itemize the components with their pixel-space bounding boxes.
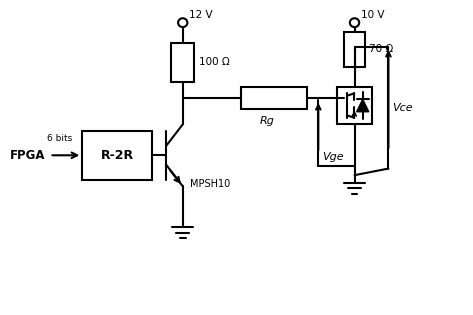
Text: Rg: Rg [260, 116, 274, 125]
Bar [82, 131, 152, 180]
Bar [241, 87, 307, 109]
Text: Vge: Vge [322, 152, 344, 162]
Text: R-2R: R-2R [101, 149, 134, 162]
Bar [337, 87, 372, 124]
Text: MPSH10: MPSH10 [190, 179, 230, 189]
Text: 70 Ω: 70 Ω [369, 44, 394, 54]
Text: Vce: Vce [392, 103, 413, 113]
Bar [344, 32, 365, 67]
Text: 10 V: 10 V [360, 10, 384, 20]
Text: 12 V: 12 V [189, 10, 212, 20]
Text: 100 Ω: 100 Ω [199, 57, 230, 67]
Text: 6 bits: 6 bits [47, 135, 72, 143]
Bar [171, 43, 194, 82]
Polygon shape [357, 99, 369, 112]
Text: FPGA: FPGA [10, 149, 45, 162]
